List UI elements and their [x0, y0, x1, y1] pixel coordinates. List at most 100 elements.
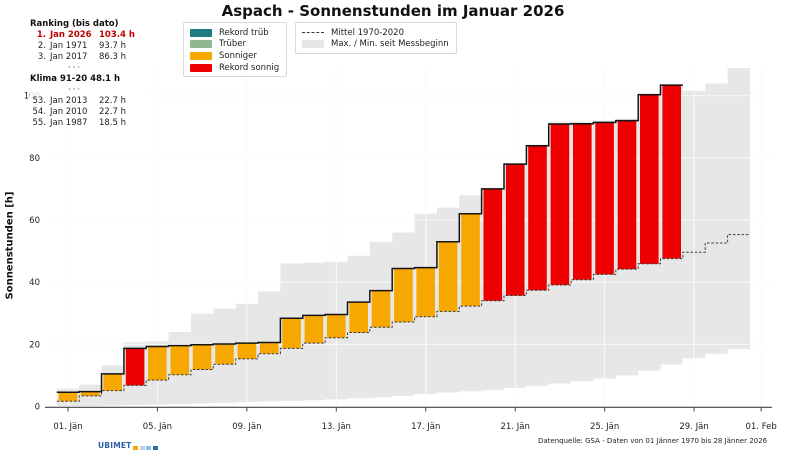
- legend-label: Rekord sonnig: [219, 62, 280, 73]
- bar-day-4: [125, 348, 145, 386]
- bar-day-7: [192, 344, 212, 370]
- ranking-rank: 53.: [32, 96, 46, 106]
- x-tick-label: 01. Jän: [53, 422, 82, 432]
- y-tick-label: 60: [29, 216, 40, 226]
- legend-item: Rekord trüb: [190, 27, 279, 39]
- logo-square-icon: [139, 446, 145, 450]
- legend-reference: Mittel 1970-2020 Max. / Min. seit Messbeg…: [295, 22, 457, 55]
- legend-label: Max. / Min. seit Messbeginn: [331, 39, 449, 50]
- ubimet-logo-text: UBIMET: [98, 441, 132, 450]
- ranking-rank: 1.: [36, 30, 46, 40]
- ranking-entry: 53. Jan 2013 22.7 h: [30, 96, 148, 107]
- logo-square-icon: [133, 446, 138, 450]
- bar-day-13: [327, 314, 346, 338]
- bar-day-15: [371, 290, 391, 328]
- bar-day-27: [640, 94, 659, 264]
- ranking-box: Ranking (bis dato) 1. Jan 2026 103.4 h 2. Ja…: [30, 19, 148, 129]
- ranking-entry: 54. Jan 2010 22.7 h: [30, 107, 148, 118]
- bar-day-14: [349, 302, 368, 333]
- ranking-entry: 55. Jan 1987 18.5 h: [30, 118, 148, 129]
- bar-day-18: [438, 241, 458, 312]
- mean-line: [56, 234, 750, 402]
- ranking-month: Jan 2017: [50, 52, 88, 62]
- bar-day-17: [416, 267, 435, 317]
- data-source-note: Datenquelle: GSA - Daten von 01 Jänner 1…: [538, 437, 768, 445]
- x-tick-label: 17. Jän: [411, 422, 440, 432]
- bar-day-5: [148, 346, 167, 381]
- bar-day-20: [483, 188, 503, 301]
- bar-day-12: [304, 315, 324, 344]
- ranking-separator: ···: [67, 63, 83, 73]
- x-tick-label: 21. Jän: [501, 422, 530, 432]
- bar-day-21: [505, 164, 525, 296]
- x-tick-label: 25. Jän: [590, 422, 619, 432]
- bar-day-8: [215, 344, 234, 365]
- bar-day-28: [662, 85, 681, 259]
- ranking-entry: 1. Jan 2026 103.4 h: [30, 30, 148, 41]
- ranking-top-list: 1. Jan 2026 103.4 h 2. Jan 1971 93.7 h 3. Jan 2…: [30, 30, 148, 63]
- color-swatch-icon: [190, 40, 212, 49]
- y-tick-label: 80: [29, 154, 40, 164]
- ubimet-logo: UBIMET: [98, 436, 158, 450]
- ranking-entry: 2. Jan 1971 93.7 h: [30, 41, 148, 52]
- ranking-value: 22.7 h: [99, 107, 127, 117]
- ranking-klima: Klima 91-20 48.1 h: [30, 74, 121, 84]
- ranking-header: Ranking (bis dato): [30, 19, 119, 29]
- x-tick-label: 05. Jän: [143, 422, 172, 432]
- x-tick-label: 01. Feb: [745, 422, 776, 432]
- color-swatch-icon: [190, 51, 212, 60]
- chart-title: Aspach - Sonnenstunden im Januar 2026: [221, 2, 565, 20]
- ranking-value: 103.4 h: [99, 30, 135, 40]
- bar-day-3: [103, 373, 122, 391]
- ranking-value: 86.3 h: [99, 52, 127, 62]
- bar-day-26: [617, 120, 637, 270]
- ranking-month: Jan 2026: [50, 30, 92, 40]
- y-tick-label: 40: [29, 278, 40, 288]
- bar-day-2: [81, 391, 100, 396]
- x-tick-label: 13. Jän: [322, 422, 351, 432]
- ranking-month: Jan 2010: [50, 107, 88, 117]
- bar-day-10: [259, 342, 279, 354]
- ranking-value: 22.7 h: [99, 96, 127, 106]
- ranking-value: 18.5 h: [99, 118, 127, 128]
- y-tick-label: 0: [35, 403, 40, 413]
- legend-categories: Rekord trüb Trüber Sonniger Rekord sonnig: [183, 22, 288, 78]
- bar-day-16: [394, 268, 413, 322]
- legend-item: Rekord sonnig: [190, 62, 279, 74]
- logo-square-icon: [152, 446, 158, 450]
- bar-day-19: [461, 213, 480, 307]
- logo-square-icon: [146, 446, 151, 450]
- ranking-entry: 3. Jan 2017 86.3 h: [30, 52, 148, 63]
- legend-item: Max. / Min. seit Messbeginn: [302, 39, 449, 51]
- bar-day-1: [58, 392, 78, 402]
- ranking-rank: 2.: [37, 41, 46, 51]
- ranking-rank: 55.: [32, 118, 46, 128]
- y-axis-label: Sonnenstunden [h]: [4, 191, 16, 300]
- legend-label: Rekord trüb: [219, 27, 269, 38]
- bar-day-22: [528, 145, 547, 291]
- ranking-separator-2: ···: [67, 85, 83, 95]
- dashed-line-sample-icon: [302, 32, 324, 34]
- bar-day-25: [595, 122, 614, 275]
- actual-line: [56, 84, 683, 393]
- legend-item: Sonniger: [190, 50, 279, 62]
- bar-day-23: [550, 124, 570, 285]
- ubimet-logo-squares: [132, 436, 158, 450]
- legend-item: Mittel 1970-2020: [302, 27, 449, 39]
- legend-item: Trüber: [190, 39, 279, 51]
- x-tick-label: 09. Jän: [232, 422, 261, 432]
- ranking-value: 93.7 h: [99, 41, 127, 51]
- ranking-rank: 3.: [37, 52, 46, 62]
- y-tick-label: 20: [29, 340, 40, 350]
- ranking-rank: 54.: [32, 107, 46, 117]
- legend-label: Sonniger: [219, 50, 257, 61]
- x-tick-label: 29. Jän: [679, 422, 708, 432]
- legend-label: Trüber: [219, 39, 246, 50]
- bar-day-9: [237, 343, 257, 359]
- bar-day-24: [573, 123, 592, 280]
- color-swatch-icon: [190, 63, 212, 72]
- legend-label: Mittel 1970-2020: [331, 27, 404, 38]
- ranking-bottom-list: 53. Jan 2013 22.7 h 54. Jan 2010 22.7 h 55. Jan…: [30, 96, 148, 129]
